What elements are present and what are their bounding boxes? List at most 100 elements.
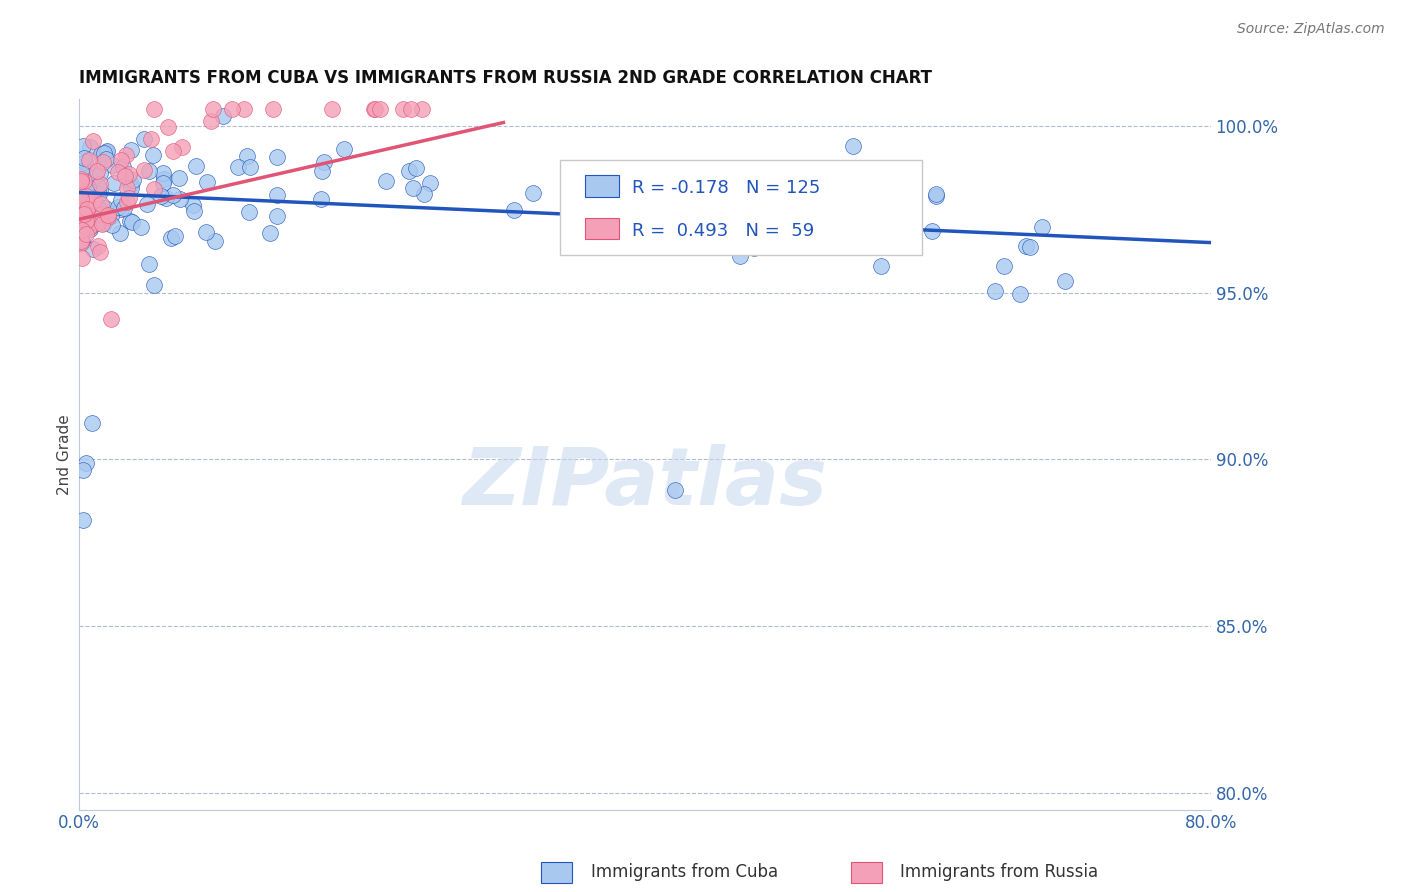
Point bbox=[204, 234, 226, 248]
Point bbox=[664, 483, 686, 498]
Text: R = -0.178   N = 125: R = -0.178 N = 125 bbox=[633, 179, 821, 197]
Point bbox=[869, 259, 891, 273]
Point bbox=[401, 181, 423, 195]
Point bbox=[118, 191, 141, 205]
Point bbox=[309, 192, 332, 206]
Point bbox=[101, 219, 124, 233]
Point bbox=[120, 177, 142, 191]
Point bbox=[70, 164, 93, 178]
Point bbox=[97, 210, 120, 224]
Point bbox=[91, 207, 114, 221]
Point bbox=[87, 217, 110, 231]
Point bbox=[744, 221, 766, 235]
Point bbox=[142, 182, 165, 196]
Point bbox=[72, 151, 94, 165]
Point bbox=[522, 186, 544, 200]
Point bbox=[77, 153, 100, 167]
Point bbox=[262, 102, 284, 116]
Point bbox=[152, 172, 174, 186]
Point bbox=[138, 164, 160, 178]
Point bbox=[89, 244, 111, 259]
Point bbox=[411, 102, 433, 116]
Point bbox=[152, 166, 174, 180]
Point bbox=[375, 174, 398, 188]
Point bbox=[503, 202, 526, 217]
Point bbox=[233, 102, 256, 116]
Point bbox=[398, 164, 420, 178]
Point bbox=[169, 192, 191, 206]
Point bbox=[110, 153, 132, 168]
Point bbox=[72, 139, 94, 153]
Point bbox=[75, 227, 97, 241]
Point bbox=[87, 239, 110, 253]
Point bbox=[76, 202, 98, 217]
Point bbox=[69, 236, 91, 251]
Point bbox=[70, 160, 93, 174]
Point bbox=[623, 233, 645, 247]
Point bbox=[121, 172, 143, 186]
Point bbox=[86, 215, 108, 229]
Point bbox=[226, 160, 249, 174]
Point bbox=[69, 217, 91, 231]
Point bbox=[162, 188, 184, 202]
Point bbox=[107, 200, 129, 214]
Point bbox=[90, 147, 112, 161]
Point bbox=[983, 284, 1005, 298]
Point bbox=[236, 149, 259, 163]
Point bbox=[419, 177, 441, 191]
Point bbox=[141, 132, 163, 146]
Point bbox=[364, 102, 387, 116]
Point bbox=[79, 222, 101, 236]
Point bbox=[86, 164, 108, 178]
Point bbox=[142, 102, 165, 116]
Point bbox=[69, 234, 91, 248]
Point bbox=[84, 169, 107, 183]
Point bbox=[107, 165, 129, 179]
Point bbox=[569, 215, 592, 229]
Point bbox=[72, 512, 94, 526]
Point bbox=[96, 144, 118, 158]
Point bbox=[1015, 239, 1038, 253]
Point bbox=[100, 312, 122, 326]
Point bbox=[266, 150, 288, 164]
Point bbox=[76, 456, 98, 470]
Point bbox=[314, 155, 336, 169]
Point bbox=[97, 207, 120, 221]
Point bbox=[73, 196, 96, 211]
Point bbox=[72, 174, 94, 188]
Point bbox=[730, 249, 752, 263]
Text: ZIPatlas: ZIPatlas bbox=[463, 444, 827, 522]
Point bbox=[1054, 274, 1077, 288]
Text: Immigrants from Russia: Immigrants from Russia bbox=[900, 863, 1098, 881]
Point bbox=[138, 257, 160, 271]
Point bbox=[89, 183, 111, 197]
Point bbox=[77, 195, 100, 210]
Point bbox=[321, 102, 343, 116]
Point bbox=[162, 144, 184, 158]
Point bbox=[120, 181, 142, 195]
Point bbox=[83, 193, 105, 207]
Point bbox=[77, 199, 100, 213]
Point bbox=[266, 188, 288, 202]
Point bbox=[142, 278, 165, 293]
Point bbox=[101, 158, 124, 172]
Point bbox=[110, 194, 132, 208]
Point bbox=[80, 193, 103, 207]
Point bbox=[875, 230, 897, 244]
Point bbox=[115, 194, 138, 209]
Point bbox=[100, 210, 122, 224]
Point bbox=[89, 166, 111, 180]
Y-axis label: 2nd Grade: 2nd Grade bbox=[58, 414, 72, 495]
Point bbox=[259, 226, 281, 240]
Point bbox=[740, 194, 762, 208]
Point bbox=[70, 203, 93, 218]
Point bbox=[172, 140, 194, 154]
Point bbox=[75, 188, 97, 202]
Text: IMMIGRANTS FROM CUBA VS IMMIGRANTS FROM RUSSIA 2ND GRADE CORRELATION CHART: IMMIGRANTS FROM CUBA VS IMMIGRANTS FROM … bbox=[79, 69, 932, 87]
Point bbox=[82, 135, 104, 149]
Point bbox=[121, 215, 143, 229]
Point bbox=[152, 176, 174, 190]
Point bbox=[607, 213, 630, 227]
Point bbox=[592, 191, 614, 205]
Point bbox=[87, 186, 110, 201]
